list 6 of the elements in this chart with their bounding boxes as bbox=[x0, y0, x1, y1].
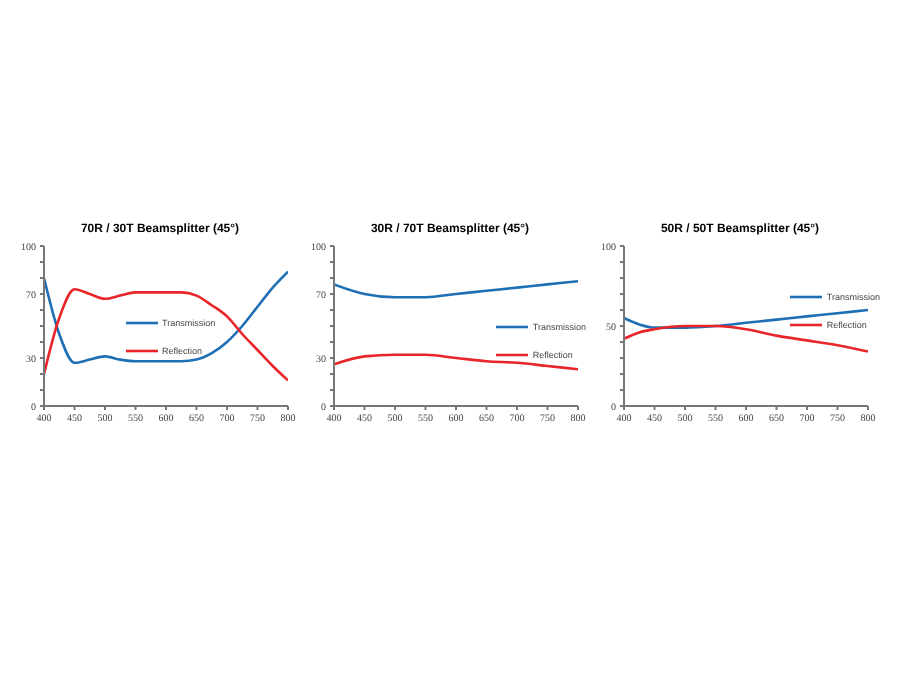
line-series bbox=[334, 353, 578, 371]
line-series bbox=[624, 308, 868, 329]
line-series bbox=[44, 270, 288, 365]
line-series bbox=[624, 324, 868, 353]
line-series bbox=[334, 279, 578, 299]
line-series bbox=[44, 287, 288, 382]
